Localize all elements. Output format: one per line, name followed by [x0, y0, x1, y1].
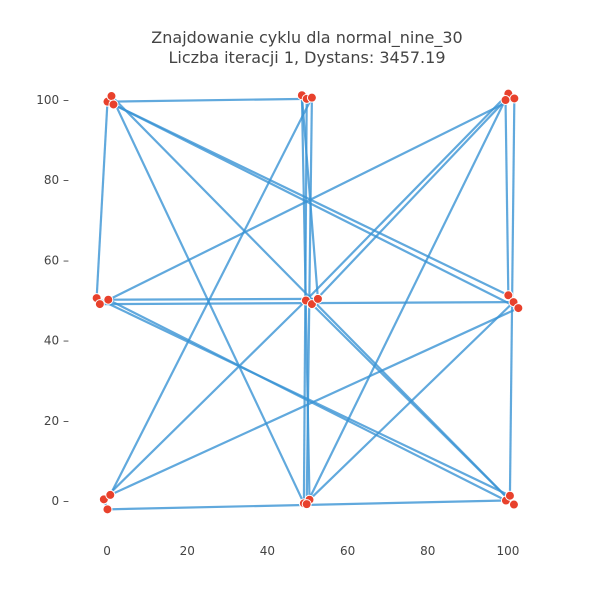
- city-point: [312, 293, 323, 304]
- x-tick-label: 80: [420, 544, 435, 558]
- x-tick-label: 40: [260, 544, 275, 558]
- tour-edge: [109, 97, 313, 496]
- tour-edge: [300, 95, 320, 299]
- city-point: [513, 303, 524, 314]
- city-point: [108, 99, 119, 110]
- tour-edge: [305, 92, 510, 302]
- tour-edge: [108, 297, 318, 301]
- y-tick-label: 80 –: [44, 173, 69, 187]
- x-tick-label: 0: [103, 544, 111, 558]
- city-point: [504, 490, 515, 501]
- x-tick-label: 100: [496, 544, 519, 558]
- x-tick-label: 20: [180, 544, 195, 558]
- city-point: [508, 499, 519, 510]
- tour-edge: [99, 97, 515, 306]
- y-tick-label: 40 –: [44, 334, 69, 348]
- x-tick-label: 60: [340, 544, 355, 558]
- tour-edge: [308, 301, 515, 501]
- city-point: [301, 499, 312, 510]
- axis-ticks: 0 20 40 60 80 100 0 – 20 – 40 – 60 – 80 – 100 –: [36, 93, 519, 558]
- city-point: [306, 92, 317, 103]
- city-point: [500, 95, 511, 106]
- tour-edge: [112, 103, 519, 310]
- city-point: [102, 504, 113, 515]
- chart-title-line-2: Liczba iteracji 1, Dystans: 3457.19: [169, 48, 446, 67]
- y-tick-label: 60 –: [44, 253, 69, 267]
- y-tick-label: 20 –: [44, 414, 69, 428]
- city-point: [509, 93, 520, 104]
- tour-edge: [504, 100, 510, 296]
- city-point: [94, 299, 105, 310]
- tour-edge: [107, 97, 307, 103]
- city-point: [503, 290, 514, 301]
- city-point: [105, 489, 116, 500]
- tour-edge: [305, 93, 510, 505]
- chart-title-line-1: Znajdowanie cyklu dla normal_nine_30: [151, 28, 462, 48]
- tour-edge: [96, 297, 511, 497]
- tour-edge: [103, 299, 307, 501]
- city-points: [91, 88, 524, 515]
- city-point: [106, 91, 117, 102]
- city-point: [103, 294, 114, 305]
- tour-edge: [311, 99, 507, 305]
- tour-edge: [311, 303, 515, 506]
- y-tick-label: 0 –: [52, 494, 69, 508]
- tour-edge: [95, 101, 109, 299]
- y-tick-label: 100 –: [36, 93, 69, 107]
